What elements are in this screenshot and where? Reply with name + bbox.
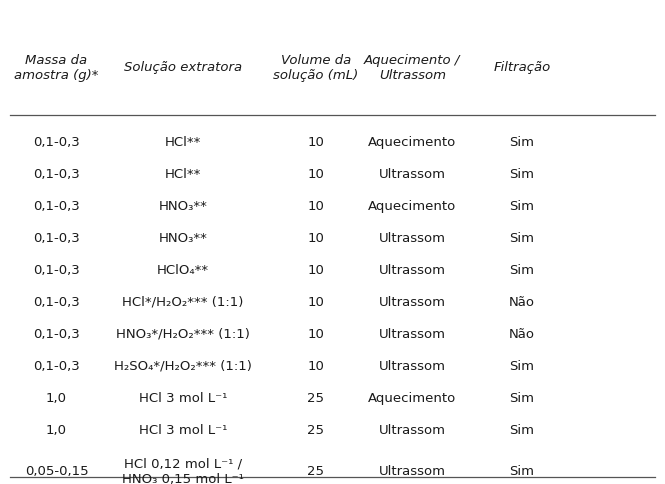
Text: Ultrassom: Ultrassom <box>379 167 446 180</box>
Text: 0,1-0,3: 0,1-0,3 <box>33 199 80 212</box>
Text: HCl 3 mol L⁻¹: HCl 3 mol L⁻¹ <box>139 423 227 436</box>
Text: Solução extratora: Solução extratora <box>124 61 242 74</box>
Text: HCl*/H₂O₂*** (1:1): HCl*/H₂O₂*** (1:1) <box>122 295 243 308</box>
Text: 10: 10 <box>307 136 325 148</box>
Text: HNO₃**: HNO₃** <box>158 231 207 244</box>
Text: HCl 0,12 mol L⁻¹ /
HNO₃ 0,15 mol L⁻¹: HCl 0,12 mol L⁻¹ / HNO₃ 0,15 mol L⁻¹ <box>122 457 244 484</box>
Text: Ultrassom: Ultrassom <box>379 327 446 340</box>
Text: 0,1-0,3: 0,1-0,3 <box>33 359 80 372</box>
Text: 10: 10 <box>307 327 325 340</box>
Text: Sim: Sim <box>509 136 535 148</box>
Text: Ultrassom: Ultrassom <box>379 231 446 244</box>
Text: Sim: Sim <box>509 391 535 404</box>
Text: 0,1-0,3: 0,1-0,3 <box>33 231 80 244</box>
Text: 0,1-0,3: 0,1-0,3 <box>33 327 80 340</box>
Text: Ultrassom: Ultrassom <box>379 423 446 436</box>
Text: Aquecimento: Aquecimento <box>368 136 456 148</box>
Text: Aquecimento: Aquecimento <box>368 391 456 404</box>
Text: Filtração: Filtração <box>493 61 551 74</box>
Text: H₂SO₄*/H₂O₂*** (1:1): H₂SO₄*/H₂O₂*** (1:1) <box>114 359 252 372</box>
Text: 0,1-0,3: 0,1-0,3 <box>33 263 80 276</box>
Text: HCl**: HCl** <box>165 136 201 148</box>
Text: 10: 10 <box>307 263 325 276</box>
Text: Massa da
amostra (g)*: Massa da amostra (g)* <box>15 54 98 82</box>
Text: 25: 25 <box>307 464 325 477</box>
Text: HNO₃**: HNO₃** <box>158 199 207 212</box>
Text: 10: 10 <box>307 359 325 372</box>
Text: 10: 10 <box>307 167 325 180</box>
Text: 1,0: 1,0 <box>46 391 67 404</box>
Text: 25: 25 <box>307 423 325 436</box>
Text: 0,1-0,3: 0,1-0,3 <box>33 295 80 308</box>
Text: Sim: Sim <box>509 464 535 477</box>
Text: HCl 3 mol L⁻¹: HCl 3 mol L⁻¹ <box>139 391 227 404</box>
Text: Sim: Sim <box>509 231 535 244</box>
Text: 25: 25 <box>307 391 325 404</box>
Text: Aquecimento /
Ultrassom: Aquecimento / Ultrassom <box>364 54 460 82</box>
Text: 1,0: 1,0 <box>46 423 67 436</box>
Text: 0,05-0,15: 0,05-0,15 <box>25 464 88 477</box>
Text: 10: 10 <box>307 199 325 212</box>
Text: Não: Não <box>509 327 535 340</box>
Text: Não: Não <box>509 295 535 308</box>
Text: Sim: Sim <box>509 199 535 212</box>
Text: 10: 10 <box>307 231 325 244</box>
Text: Ultrassom: Ultrassom <box>379 359 446 372</box>
Text: HClO₄**: HClO₄** <box>157 263 209 276</box>
Text: Ultrassom: Ultrassom <box>379 263 446 276</box>
Text: Sim: Sim <box>509 423 535 436</box>
Text: HNO₃*/H₂O₂*** (1:1): HNO₃*/H₂O₂*** (1:1) <box>116 327 250 340</box>
Text: 10: 10 <box>307 295 325 308</box>
Text: 0,1-0,3: 0,1-0,3 <box>33 136 80 148</box>
Text: HCl**: HCl** <box>165 167 201 180</box>
Text: Sim: Sim <box>509 167 535 180</box>
Text: Sim: Sim <box>509 263 535 276</box>
Text: Volume da
solução (mL): Volume da solução (mL) <box>273 54 358 82</box>
Text: 0,1-0,3: 0,1-0,3 <box>33 167 80 180</box>
Text: Aquecimento: Aquecimento <box>368 199 456 212</box>
Text: Ultrassom: Ultrassom <box>379 295 446 308</box>
Text: Ultrassom: Ultrassom <box>379 464 446 477</box>
Text: Sim: Sim <box>509 359 535 372</box>
